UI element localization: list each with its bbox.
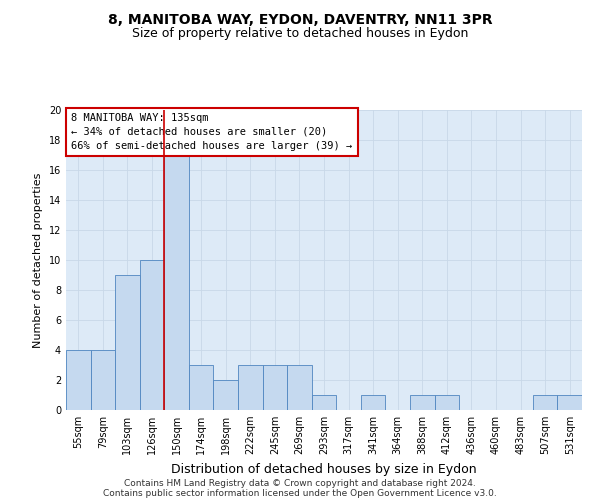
Bar — [91, 350, 115, 410]
Bar — [312, 395, 336, 410]
Bar — [533, 395, 557, 410]
X-axis label: Distribution of detached houses by size in Eydon: Distribution of detached houses by size … — [171, 462, 477, 475]
Bar — [263, 365, 287, 410]
Text: 8, MANITOBA WAY, EYDON, DAVENTRY, NN11 3PR: 8, MANITOBA WAY, EYDON, DAVENTRY, NN11 3… — [107, 12, 493, 26]
Bar — [410, 395, 434, 410]
Bar — [557, 395, 582, 410]
Text: Contains HM Land Registry data © Crown copyright and database right 2024.: Contains HM Land Registry data © Crown c… — [124, 478, 476, 488]
Text: Size of property relative to detached houses in Eydon: Size of property relative to detached ho… — [132, 28, 468, 40]
Bar — [214, 380, 238, 410]
Text: Contains public sector information licensed under the Open Government Licence v3: Contains public sector information licen… — [103, 488, 497, 498]
Bar — [189, 365, 214, 410]
Bar — [66, 350, 91, 410]
Bar — [140, 260, 164, 410]
Bar — [238, 365, 263, 410]
Bar — [361, 395, 385, 410]
Bar — [115, 275, 140, 410]
Bar — [164, 155, 189, 410]
Y-axis label: Number of detached properties: Number of detached properties — [33, 172, 43, 348]
Bar — [434, 395, 459, 410]
Text: 8 MANITOBA WAY: 135sqm
← 34% of detached houses are smaller (20)
66% of semi-det: 8 MANITOBA WAY: 135sqm ← 34% of detached… — [71, 113, 352, 151]
Bar — [287, 365, 312, 410]
